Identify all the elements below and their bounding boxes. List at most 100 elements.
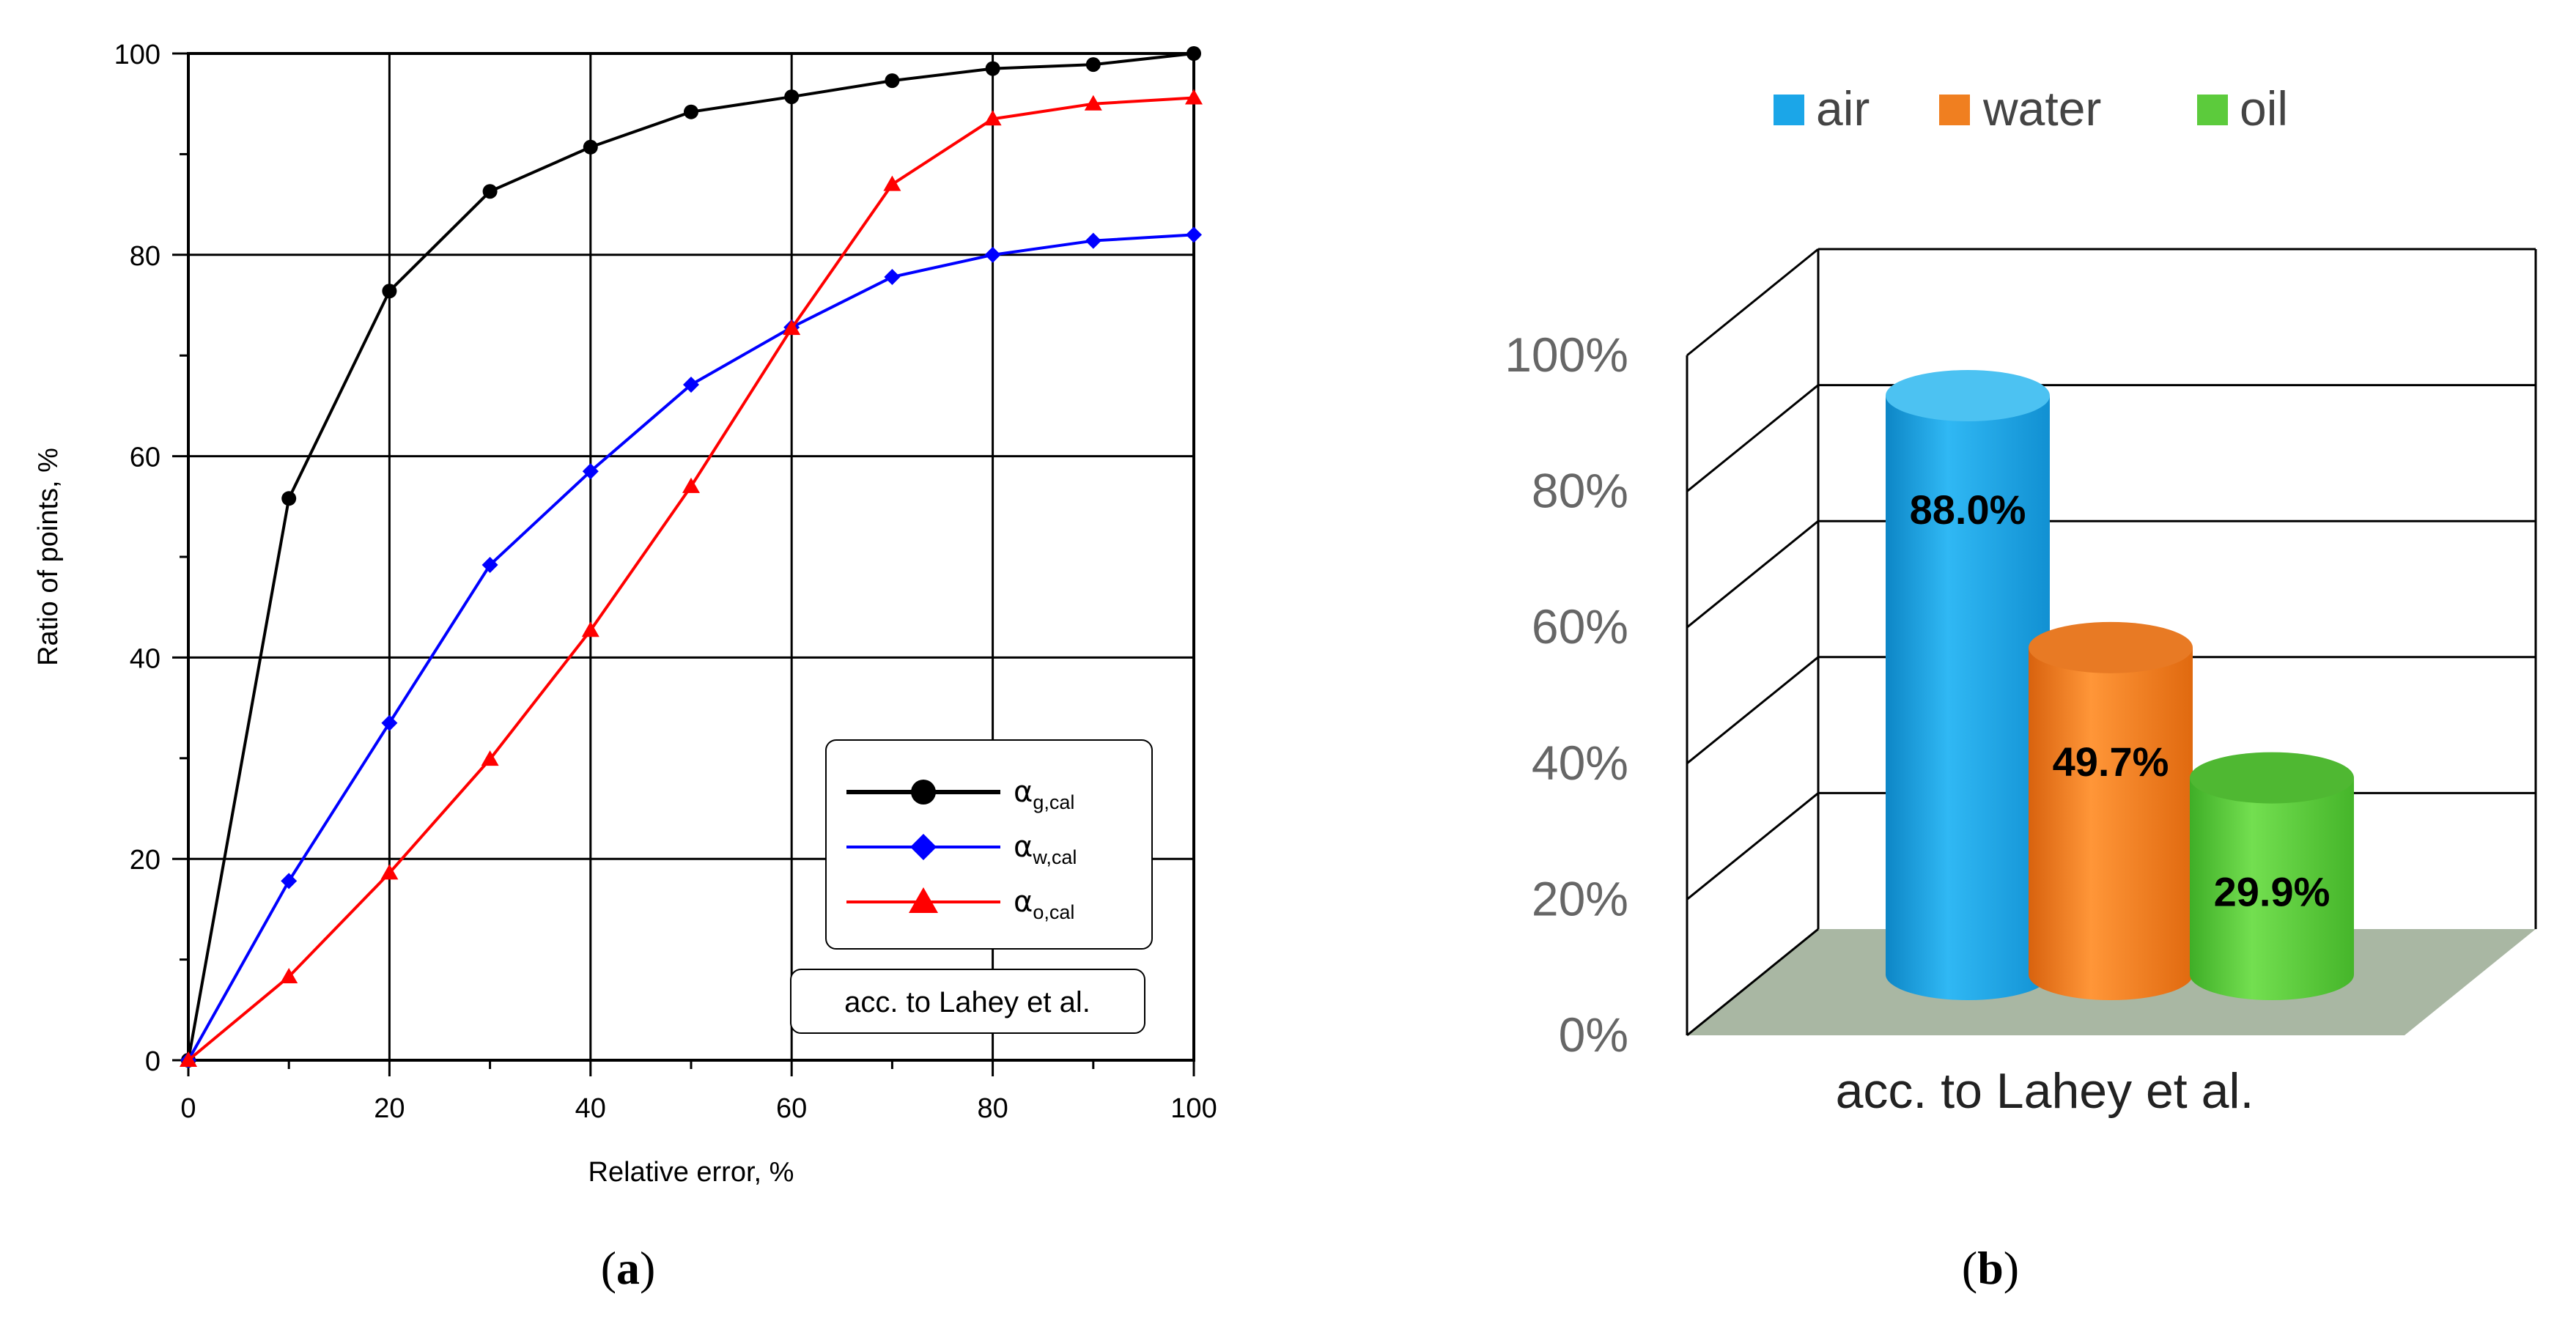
b-gridline-side (1686, 520, 1819, 629)
a-point-oil (1084, 95, 1102, 111)
b-bar-water (2029, 647, 2193, 1000)
b-caption-letter: b (1977, 1242, 2004, 1294)
a-y-tick-label: 20 (130, 845, 160, 876)
b-gridline-side (1686, 384, 1819, 492)
a-legend-alpha-gas: α (1014, 775, 1033, 809)
a-point-gas (583, 139, 598, 155)
a-point-gas (985, 61, 1000, 76)
a-caption: (a) (601, 1242, 656, 1294)
a-point-gas (784, 89, 800, 105)
b-category-label: acc. to Lahey et al. (1836, 1063, 2254, 1119)
a-legend-samples (846, 780, 1000, 913)
b-bar-top-air (1886, 370, 2050, 421)
a-y-tick-label: 60 (130, 443, 160, 473)
a-annotation: acc. to Lahey et al. (790, 969, 1145, 1034)
b-bar-oil (2190, 777, 2354, 1000)
b-y-tick-label: 0% (1559, 1007, 1628, 1062)
b-caption-open: ( (1962, 1242, 1977, 1294)
b-y-tick-label: 40% (1532, 736, 1628, 790)
a-point-oil (983, 110, 1002, 126)
panel-b-3d-bar-chart: air water oil 0% 20% 40% 60% 80% 100% 88.0% 49… (1505, 81, 2537, 1294)
a-legend-marker-oil (909, 887, 938, 913)
b-bar-label-oil: 29.9% (2214, 869, 2330, 915)
a-y-tick-label: 0 (145, 1046, 160, 1077)
a-point-water (884, 269, 901, 286)
a-legend-box (825, 739, 1153, 950)
a-point-gas (1085, 57, 1101, 73)
b-gridline-side (1686, 248, 1819, 357)
a-axis-ticks (172, 52, 1195, 1076)
b-bars (1886, 370, 2354, 1000)
a-point-gas (281, 491, 297, 506)
a-point-water (582, 463, 599, 480)
a-point-water (683, 377, 699, 393)
b-tick-labels: 0% 20% 40% 60% 80% 100% (1505, 328, 1628, 1062)
b-y-tick-label: 100% (1505, 328, 1628, 382)
a-gridlines (188, 53, 1194, 1060)
b-y-tick-label: 20% (1532, 871, 1628, 925)
a-x-tick-label: 100 (1170, 1093, 1217, 1124)
b-legend-label-air: air (1816, 81, 1870, 136)
a-point-oil (280, 967, 298, 983)
a-caption-letter: a (616, 1242, 640, 1294)
a-point-oil (783, 319, 801, 336)
a-point-water (984, 246, 1001, 263)
a-point-gas (885, 73, 900, 89)
a-point-oil (1185, 89, 1203, 105)
b-floor-edge (1686, 928, 1819, 1037)
b-bar-labels: 88.0% 49.7% 29.9% (1910, 487, 2330, 915)
a-legend-marker-water (910, 834, 937, 860)
a-point-oil (581, 621, 599, 637)
b-legend-label-oil: oil (2240, 81, 2288, 136)
b-bar-top-water (2029, 621, 2193, 673)
a-caption-open: ( (601, 1242, 616, 1294)
a-y-tick-label: 40 (130, 643, 160, 674)
b-caption: (b) (1962, 1242, 2019, 1294)
a-legend-sub-gas: g,cal (1033, 791, 1074, 813)
a-point-gas (382, 284, 397, 299)
a-point-oil (682, 477, 700, 493)
b-legend-label-water: water (1982, 81, 2101, 136)
a-point-water (481, 556, 498, 573)
a-legend-label-gas: αg,cal (1014, 775, 1074, 813)
a-tick-labels: 0 20 40 60 80 100 0 20 40 60 80 100 (114, 40, 1217, 1124)
a-legend-sub-oil: o,cal (1033, 901, 1074, 923)
a-point-water (381, 714, 398, 731)
b-legend-swatch-water (1939, 95, 1970, 125)
b-caption-close: ) (2004, 1242, 2019, 1294)
b-bar-label-air: 88.0% (1910, 487, 2026, 533)
a-legend-sub-water: w,cal (1032, 846, 1077, 868)
b-gridline-side (1686, 792, 1819, 900)
a-legend-label-water: αw,cal (1014, 830, 1077, 868)
a-y-tick-label: 100 (114, 40, 160, 70)
a-point-water (281, 873, 298, 890)
a-point-water (1085, 232, 1101, 249)
a-annotation-text: acc. to Lahey et al. (844, 986, 1090, 1018)
a-x-tick-label: 80 (977, 1093, 1008, 1124)
a-point-oil (883, 175, 901, 191)
b-y-tick-label: 60% (1532, 599, 1628, 654)
a-point-gas (482, 184, 498, 199)
b-bar-top-oil (2190, 752, 2354, 804)
a-x-axis-label: Relative error, % (588, 1157, 794, 1188)
a-legend-alpha-oil: α (1014, 885, 1033, 919)
a-x-tick-label: 40 (575, 1093, 606, 1124)
b-gridline-side (1686, 656, 1819, 764)
a-series (180, 46, 1203, 1068)
a-point-gas (1186, 46, 1201, 61)
a-x-tick-label: 20 (374, 1093, 405, 1124)
a-point-oil (380, 864, 399, 880)
a-annotation-box (790, 969, 1145, 1034)
b-legend-swatch-oil (2197, 95, 2228, 125)
a-legend-label-oil: αo,cal (1014, 885, 1074, 923)
a-legend-marker-gas (911, 780, 936, 805)
a-legend-alpha-water: α (1014, 830, 1033, 864)
b-y-tick-label: 80% (1532, 464, 1628, 518)
a-y-tick-label: 80 (130, 241, 160, 272)
a-point-oil (481, 750, 499, 766)
a-caption-close: ) (640, 1242, 655, 1294)
a-point-gas (684, 104, 698, 119)
a-x-tick-label: 0 (180, 1093, 196, 1124)
b-legend-swatch-air (1774, 95, 1804, 125)
